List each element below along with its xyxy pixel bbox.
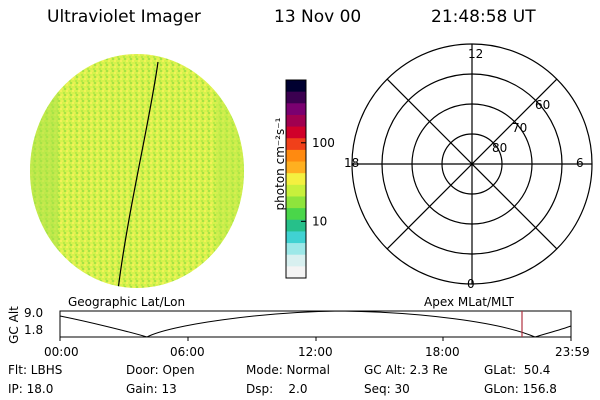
altitude-ytick-low: 1.8 (24, 323, 44, 337)
colorbar-segment (286, 254, 306, 267)
time-tick-0000: 00:00 (44, 345, 79, 359)
colorbar-ticks: 100 10 (301, 136, 335, 228)
instrument-title: Ultraviolet Imager (47, 7, 201, 27)
colorbar-unit-label: photon cm⁻²s⁻¹ (273, 117, 287, 211)
altitude-curve (59, 310, 572, 338)
seq-value: Seq: 30 (364, 382, 410, 396)
colorbar-segment (286, 91, 306, 104)
mlat-label-70: 70 (512, 121, 528, 135)
colorbar-segment (286, 173, 306, 186)
image-date: 13 Nov 00 (274, 7, 362, 27)
mlt-label-6: 6 (576, 156, 584, 170)
mlat-label-80: 80 (492, 141, 508, 155)
colorbar-segment (286, 184, 306, 197)
mlt-label-12: 12 (468, 47, 484, 61)
time-tick-1800: 18:00 (425, 345, 460, 359)
colorbar-segment (286, 243, 306, 256)
geographic-label: Geographic Lat/Lon (68, 295, 186, 309)
colorbar-segment (286, 196, 306, 209)
colorbar-tick-label: 10 (312, 214, 327, 228)
colorbar-segment (286, 161, 306, 174)
mode-value: Mode: Normal (246, 363, 330, 377)
image-time: 21:48:58 UT (431, 7, 536, 27)
glat-value: GLat: 50.4 (484, 363, 551, 377)
apex-label: Apex MLat/MLT (424, 295, 514, 309)
filter-value: Flt: LBHS (8, 363, 63, 377)
gain-value: Gain: 13 (126, 382, 177, 396)
colorbar-segment (286, 149, 306, 163)
colorbar-segment (286, 138, 306, 151)
colorbar-segment (286, 231, 306, 244)
uv-image-disk (30, 54, 244, 288)
time-tick-2359: 23:59 (555, 345, 590, 359)
altitude-ytick-high: 9.0 (24, 306, 44, 320)
polar-diagonal-2 (386, 78, 558, 250)
glon-value: GLon: 156.8 (484, 382, 557, 396)
dsp-value: Dsp: 2.0 (246, 382, 308, 396)
colorbar-segment (286, 208, 306, 221)
colorbar-segment (286, 103, 306, 116)
polar-grid (351, 43, 593, 285)
altitude-panel (59, 310, 572, 341)
colorbar-segment (286, 80, 306, 93)
gc-alt-value: GC Alt: 2.3 Re (364, 363, 448, 377)
ip-value: IP: 18.0 (8, 382, 54, 396)
colorbar-frame (285, 79, 307, 279)
time-tick-1200: 12:00 (298, 345, 333, 359)
mlat-label-60: 60 (535, 98, 551, 112)
time-tick-0600: 06:00 (170, 345, 205, 359)
colorbar-tick-label: 100 (312, 136, 335, 150)
colorbar-segment (286, 219, 306, 232)
terminator-line (117, 61, 159, 288)
colorbar (285, 79, 307, 279)
colorbar-segment (286, 266, 306, 279)
colorbar-segment (286, 114, 306, 128)
altitude-axis-label: GC Alt (7, 306, 21, 344)
door-value: Door: Open (126, 363, 195, 377)
colorbar-segment (286, 126, 306, 139)
mlt-label-18: 18 (344, 156, 360, 170)
mlt-label-0: 0 (467, 277, 475, 291)
